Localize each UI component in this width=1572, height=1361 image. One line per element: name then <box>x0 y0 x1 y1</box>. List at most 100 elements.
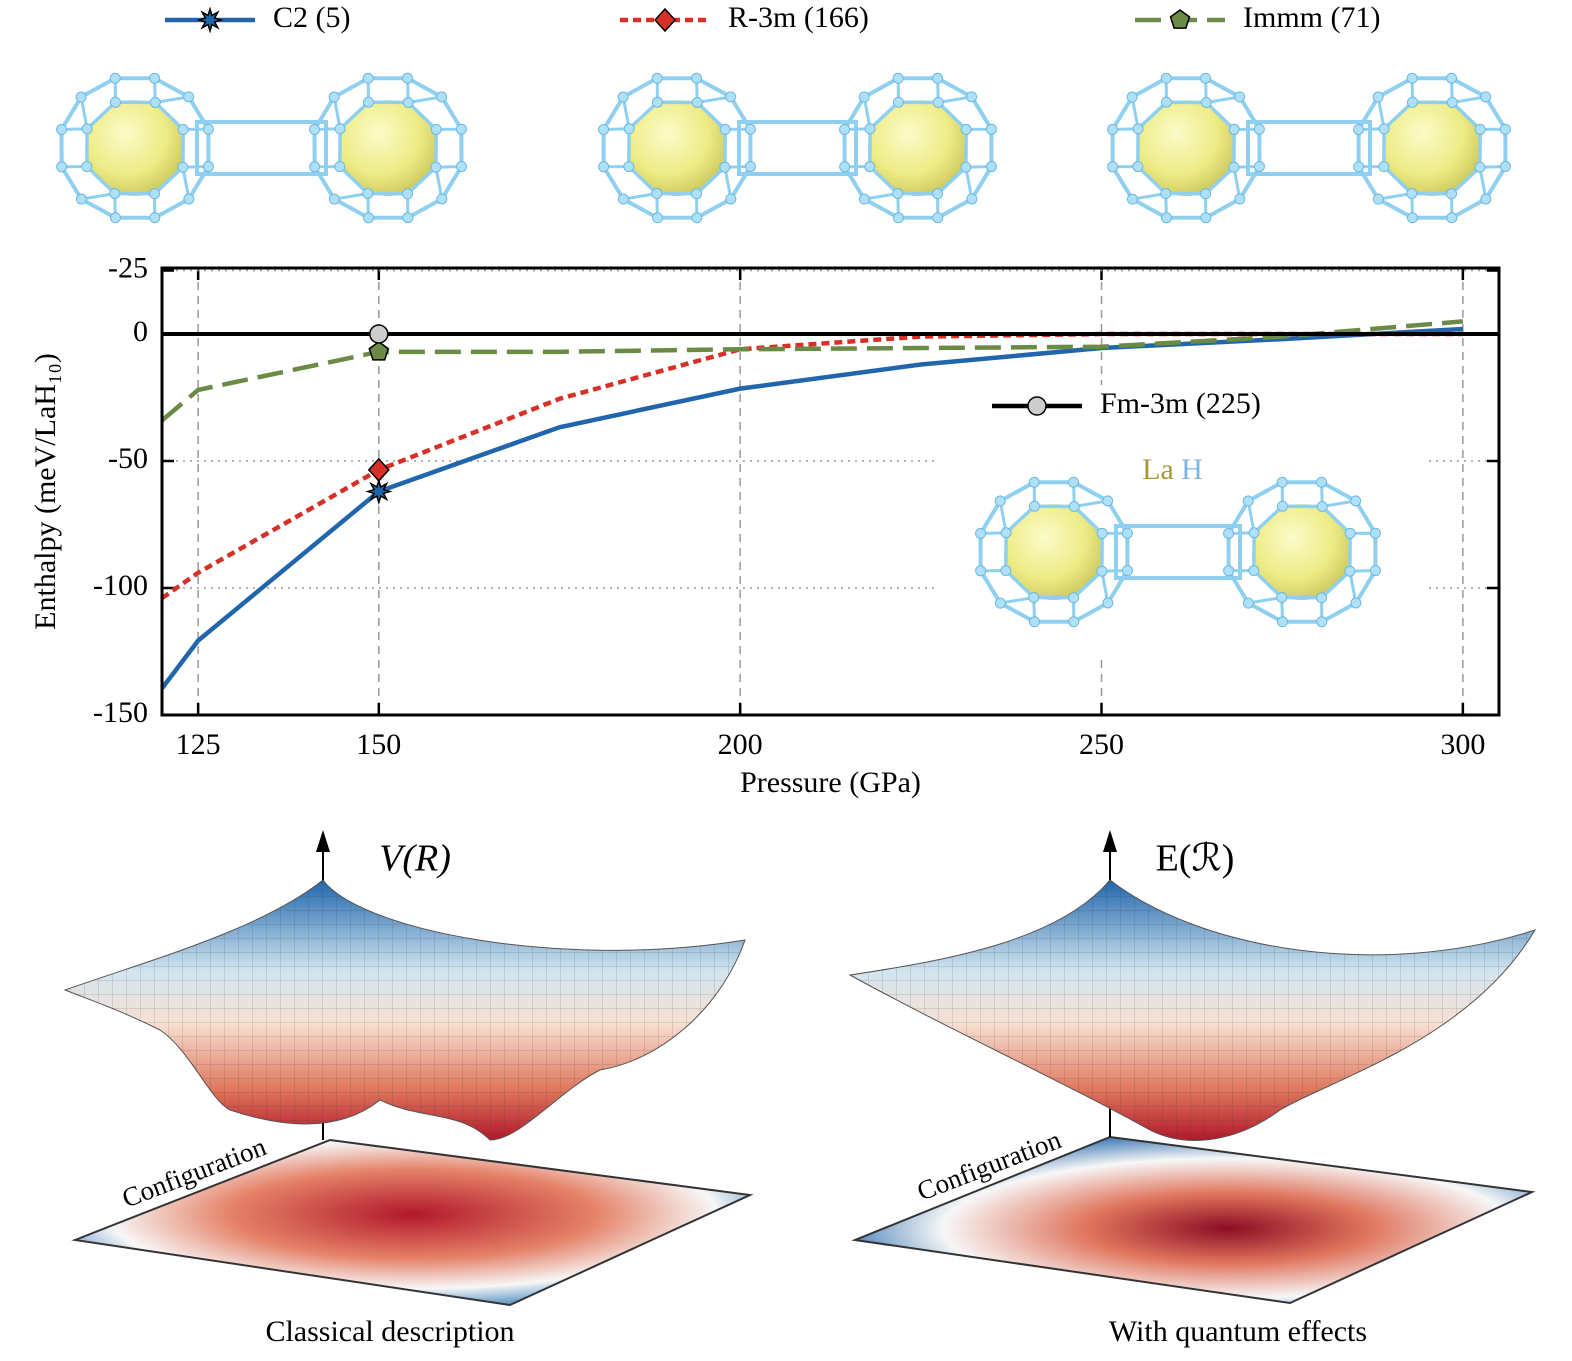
x-axis-label: Pressure (GPa) <box>740 766 921 799</box>
h-atom <box>1242 495 1254 507</box>
h-atom <box>1344 565 1356 577</box>
h-atom <box>149 212 161 224</box>
h-atom <box>966 193 978 205</box>
h-atom <box>1000 527 1012 539</box>
h-atom <box>651 72 663 84</box>
h-atom <box>362 96 374 108</box>
cage-bond <box>696 95 731 104</box>
x-tick-label: 250 <box>1079 728 1124 761</box>
cage-bond <box>1321 499 1356 508</box>
h-atom <box>334 123 346 135</box>
h-atom <box>1234 193 1246 205</box>
h-atom <box>109 96 121 108</box>
cage-bond <box>1205 95 1240 104</box>
data-point <box>365 477 393 506</box>
surface-mesh <box>850 880 1535 1141</box>
la-atom <box>1138 100 1234 196</box>
cage-bond <box>195 120 328 176</box>
h-atom <box>149 188 161 200</box>
inset-background <box>935 385 1425 660</box>
x-tick-label: 200 <box>718 728 763 761</box>
h-atom <box>430 161 442 173</box>
la-atom <box>1254 504 1350 600</box>
h-atom <box>455 123 467 135</box>
cage <box>1107 72 1265 224</box>
h-atom <box>858 91 870 103</box>
la-atom <box>340 100 436 196</box>
h-atom <box>1344 527 1356 539</box>
h-atom <box>1474 123 1486 135</box>
data-point <box>368 340 390 361</box>
h-atom <box>1160 188 1172 200</box>
h-atom <box>149 96 161 108</box>
y-tick-label: -100 <box>93 569 148 602</box>
h-atom <box>1316 500 1328 512</box>
h-atom <box>1160 72 1172 84</box>
cage-bond <box>334 192 369 201</box>
h-atom <box>1353 123 1365 135</box>
h-atom <box>960 161 972 173</box>
h-atom <box>402 188 414 200</box>
legend-label: Fm-3m (225) <box>1100 387 1261 420</box>
legend-marker <box>196 6 224 34</box>
h-atom <box>1499 161 1511 173</box>
h-atom <box>1028 592 1040 604</box>
h-atom <box>1121 565 1133 577</box>
y-tick-label: 0 <box>133 315 148 348</box>
arrow-head <box>316 830 330 852</box>
h-atom <box>598 161 610 173</box>
h-atom <box>1107 123 1119 135</box>
la-atom <box>629 100 725 196</box>
legend-marker <box>1027 396 1047 416</box>
legend-label: C2 (5) <box>273 1 351 34</box>
h-atom <box>719 161 731 173</box>
h-atom <box>617 91 629 103</box>
legend-marker <box>653 7 677 33</box>
x-tick-label: 125 <box>176 728 221 761</box>
cage-bond <box>1000 596 1035 605</box>
h-atom <box>202 123 214 135</box>
h-atom <box>623 161 635 173</box>
h-atom <box>177 161 189 173</box>
h-atom <box>725 91 737 103</box>
h-atom <box>436 91 448 103</box>
data-point <box>367 457 390 483</box>
caption: With quantum effects <box>1109 1315 1367 1348</box>
h-atom <box>1378 123 1390 135</box>
h-atom <box>362 188 374 200</box>
h-atom <box>864 123 876 135</box>
h-atom <box>1160 212 1172 224</box>
h-atom <box>892 188 904 200</box>
h-atom <box>1369 565 1381 577</box>
la-atom <box>87 100 183 196</box>
h-atom <box>1223 527 1235 539</box>
h-atom <box>1276 476 1288 488</box>
h-atom <box>691 72 703 84</box>
surface-panel-right: E(ℛ) Configuration With quantum effects <box>848 830 1537 1348</box>
h-atom <box>691 188 703 200</box>
h-atom <box>1480 91 1492 103</box>
h-atom <box>932 188 944 200</box>
h-atom <box>1068 616 1080 628</box>
projection-plane <box>71 1138 754 1307</box>
cage <box>56 72 214 224</box>
h-atom <box>1200 72 1212 84</box>
h-atom <box>892 212 904 224</box>
cage-bond <box>864 192 899 201</box>
plot-frame <box>160 266 1501 717</box>
h-atom <box>1200 212 1212 224</box>
h-atom <box>617 193 629 205</box>
h-atom <box>651 212 663 224</box>
h-atom <box>994 495 1006 507</box>
h-atom <box>1353 161 1365 173</box>
h-atom <box>309 161 321 173</box>
cage-bond <box>1248 596 1283 605</box>
h-atom <box>81 123 93 135</box>
h-atom <box>1350 495 1362 507</box>
enthalpy-chart: 125 150 200 250 300 -25 0 -50 -100 -150 Pressure (… <box>29 1 1501 799</box>
series-line <box>162 319 1464 423</box>
h-atom <box>651 188 663 200</box>
h-atom <box>691 212 703 224</box>
axis-label: E(ℛ) <box>1156 838 1235 880</box>
